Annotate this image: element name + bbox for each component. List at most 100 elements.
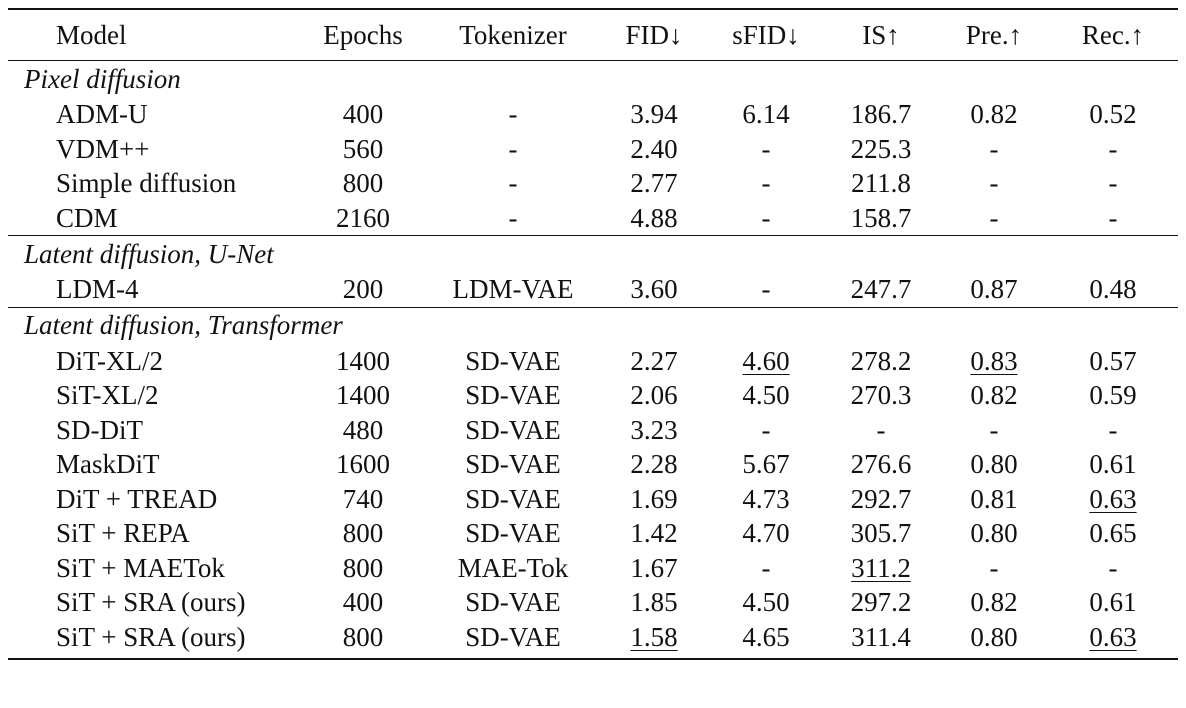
cell-rec: 0.61 [1089,587,1137,617]
section-header-latent-transformer: Latent diffusion, Transformer [8,306,1178,344]
cell-pre: 0.81 [970,483,1018,514]
cell-sfid-value: 4.60 [742,345,790,376]
cell-sfid: 4.65 [710,619,822,660]
table-row: SiT + REPA 800 SD-VAE 1.42 4.70 305.7 0.… [8,516,1178,551]
cell-tokenizer: SD-VAE [428,619,598,660]
cell-epochs: 800 [342,518,384,548]
cell-model: VDM++ [56,133,150,164]
cell-model: SiT + SRA (ours) [56,587,246,617]
cell-epochs: 400 [342,587,384,617]
table-row: VDM++ 560 - 2.40 - 225.3 - - [8,132,1178,167]
cell-pre: 0.83 [940,344,1048,379]
cell-rec-value: 0.63 [1089,483,1137,514]
cell-model: Simple diffusion [56,168,237,198]
cell-sfid: 4.70 [742,518,790,548]
cell-sfid: 5.67 [742,449,790,479]
cell-tokenizer: SD-VAE [465,518,561,548]
cell-tokenizer: - [508,168,518,198]
cell-pre: - [989,414,999,445]
section-title: Pixel diffusion [8,60,1178,97]
cell-epochs: 800 [342,168,384,198]
cell-tokenizer: SD-VAE [465,414,561,445]
cell-fid: 2.28 [630,449,678,479]
cell-epochs: 1400 [336,345,390,376]
cell-epochs: 400 [342,99,384,129]
header-precision: Pre.↑ [940,8,1048,61]
cell-rec: - [1108,552,1118,583]
cell-model: DiT + TREAD [56,483,218,514]
header-epochs: Epochs [298,8,428,61]
table-row: SiT + MAETok 800 MAE-Tok 1.67 - 311.2 - … [8,551,1178,586]
cell-tokenizer: SD-VAE [465,449,561,479]
cell-model: SiT + SRA (ours) [8,619,298,660]
cell-fid: 4.88 [630,202,678,233]
cell-is: 270.3 [850,380,912,410]
cell-is: 297.2 [850,587,912,617]
cell-rec: 0.59 [1089,380,1137,410]
section-header-latent-unet: Latent diffusion, U-Net [8,235,1178,272]
cell-is: 278.2 [850,345,912,376]
cell-model: CDM [56,202,118,233]
cell-model: MaskDiT [56,449,160,479]
cell-epochs: 200 [342,274,384,304]
table-row: ADM-U 400 - 3.94 6.14 186.7 0.82 0.52 [8,97,1178,132]
cell-fid: 3.94 [630,99,678,129]
cell-pre: 0.82 [970,587,1018,617]
cell-is: 311.4 [822,619,940,660]
cell-pre: - [989,168,999,198]
cell-fid: 1.69 [630,483,678,514]
cell-epochs: 480 [342,414,384,445]
section-header-pixel-diffusion: Pixel diffusion [8,60,1178,97]
cell-epochs: 800 [342,552,384,583]
table-row-ours: SiT + SRA (ours) 800 SD-VAE 1.58 4.65 31… [8,619,1178,660]
cell-fid: 3.60 [630,274,678,304]
cell-is: 247.7 [850,274,912,304]
cell-is: 158.7 [850,202,912,233]
cell-sfid: - [761,168,771,198]
cell-sfid: - [761,202,771,233]
cell-pre: 0.80 [970,449,1018,479]
cell-fid: 2.40 [630,133,678,164]
cell-tokenizer: - [508,99,518,129]
cell-is: 211.8 [851,168,911,198]
cell-pre: 0.82 [970,380,1018,410]
cell-rec: 0.48 [1089,274,1137,304]
cell-tokenizer: SD-VAE [465,587,561,617]
header-is: IS↑ [822,8,940,61]
table-row: CDM 2160 - 4.88 - 158.7 - - [8,201,1178,236]
cell-tokenizer: - [508,202,518,233]
cell-rec: 0.63 [1048,619,1178,660]
cell-model: DiT-XL/2 [56,345,163,376]
cell-is: 305.7 [850,518,912,548]
cell-fid: 1.58 [598,619,710,660]
cell-sfid: 6.14 [742,99,790,129]
header-sfid: sFID↓ [710,8,822,61]
table-row: Simple diffusion 800 - 2.77 - 211.8 - - [8,166,1178,201]
cell-fid-value: 1.58 [630,621,678,652]
table-row: LDM-4 200 LDM-VAE 3.60 - 247.7 0.87 0.48 [8,272,1178,307]
table-row: DiT + TREAD 740 SD-VAE 1.69 4.73 292.7 0… [8,482,1178,517]
cell-is: 311.2 [822,551,940,586]
cell-tokenizer: SD-VAE [465,345,561,376]
cell-epochs: 560 [342,133,384,164]
cell-pre: - [989,202,999,233]
cell-fid: 3.23 [630,414,678,445]
cell-rec: 0.63 [1048,482,1178,517]
cell-sfid: 4.73 [742,483,790,514]
section-title: Latent diffusion, Transformer [8,306,1178,344]
cell-pre: 0.80 [940,619,1048,660]
cell-is: 225.3 [850,133,912,164]
cell-rec: - [1108,133,1118,164]
table-row: DiT-XL/2 1400 SD-VAE 2.27 4.60 278.2 0.8… [8,344,1178,379]
header-row: Model Epochs Tokenizer FID↓ sFID↓ IS↑ Pr… [8,8,1178,61]
cell-epochs: 800 [298,619,428,660]
cell-rec: - [1108,414,1118,445]
cell-tokenizer: SD-VAE [465,380,561,410]
cell-is: - [876,414,886,445]
cell-epochs: 2160 [336,202,390,233]
cell-tokenizer: - [508,133,518,164]
table-row: SD-DiT 480 SD-VAE 3.23 - - - - [8,413,1178,448]
cell-model: SD-DiT [56,414,143,445]
cell-model: LDM-4 [56,274,139,304]
